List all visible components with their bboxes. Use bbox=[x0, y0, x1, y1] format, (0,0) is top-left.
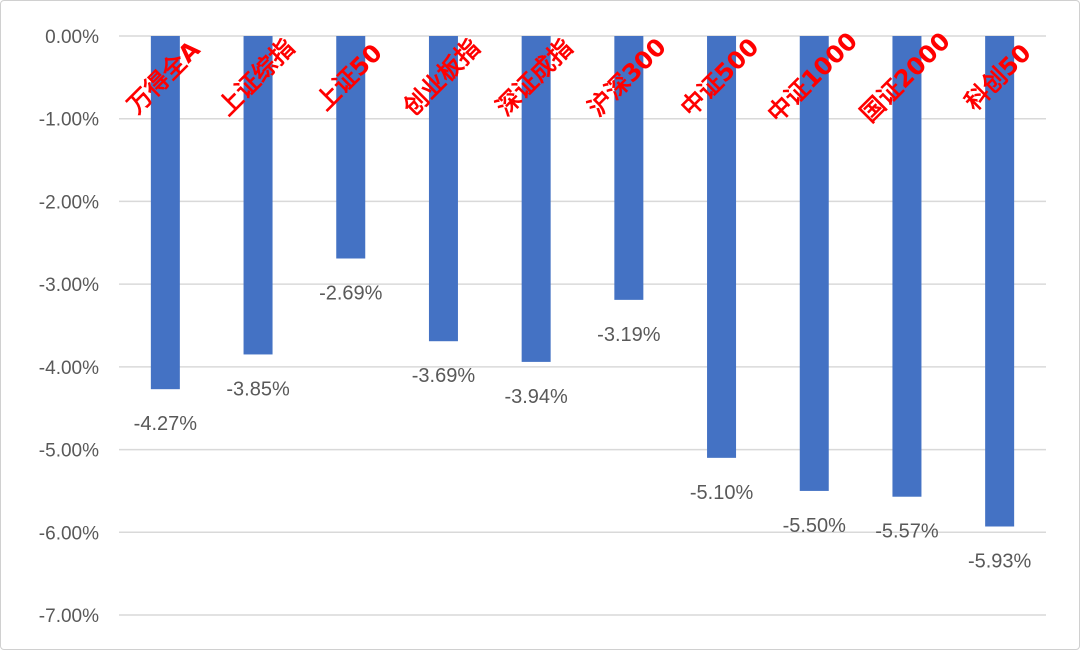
y-tick-label: -2.00% bbox=[39, 192, 99, 213]
bar bbox=[614, 36, 644, 300]
data-labels: -4.27% -3.85% -2.69% -3.69% -3.94% -3.19% -5.1… bbox=[134, 283, 1032, 573]
y-tick-label: -5.00% bbox=[39, 441, 99, 462]
data-label: -3.94% bbox=[504, 386, 568, 408]
y-tick-label: -7.00% bbox=[39, 606, 99, 627]
bar bbox=[985, 36, 1015, 527]
bars bbox=[150, 36, 1015, 527]
y-tick-label: -1.00% bbox=[39, 110, 99, 131]
y-axis-tick-labels: 0.00% -1.00% -2.00% -3.00% -4.00% -5.00% -6.00… bbox=[39, 27, 99, 627]
data-label: -3.69% bbox=[412, 365, 476, 387]
data-label: -5.10% bbox=[690, 482, 754, 504]
bar bbox=[336, 36, 366, 259]
data-label: -2.69% bbox=[319, 283, 383, 305]
data-label: -4.27% bbox=[134, 413, 198, 435]
gridlines bbox=[119, 35, 1046, 616]
bar bbox=[892, 36, 922, 497]
data-label: -3.19% bbox=[597, 324, 661, 346]
bar bbox=[799, 36, 829, 491]
y-tick-label: -6.00% bbox=[39, 523, 99, 544]
data-label: -5.50% bbox=[783, 515, 847, 537]
data-label: -5.93% bbox=[968, 550, 1032, 572]
y-tick-label: -4.00% bbox=[39, 358, 99, 379]
bar bbox=[243, 36, 273, 355]
bar bbox=[150, 36, 180, 390]
data-label: -5.57% bbox=[875, 521, 939, 543]
y-tick-label: -3.00% bbox=[39, 275, 99, 296]
bar bbox=[521, 36, 551, 362]
bar bbox=[707, 36, 737, 458]
data-label: -3.85% bbox=[226, 378, 290, 400]
bar bbox=[428, 36, 458, 342]
y-tick-label: 0.00% bbox=[45, 27, 99, 48]
